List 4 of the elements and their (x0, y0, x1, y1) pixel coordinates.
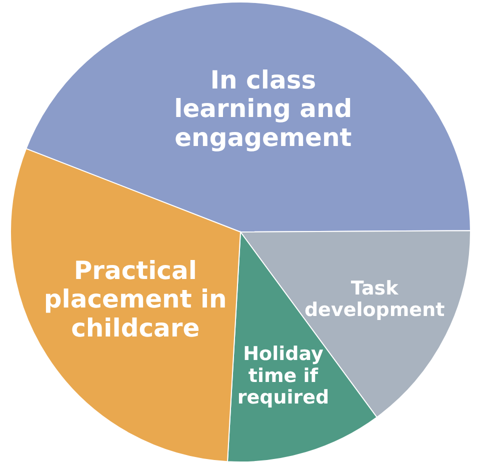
slice-label: In class learning and engagement (174, 65, 352, 152)
slice-label: Holiday time if required (237, 342, 330, 409)
slice-label: Practical placement in childcare (44, 256, 227, 342)
slice-label: Task development (304, 277, 445, 322)
